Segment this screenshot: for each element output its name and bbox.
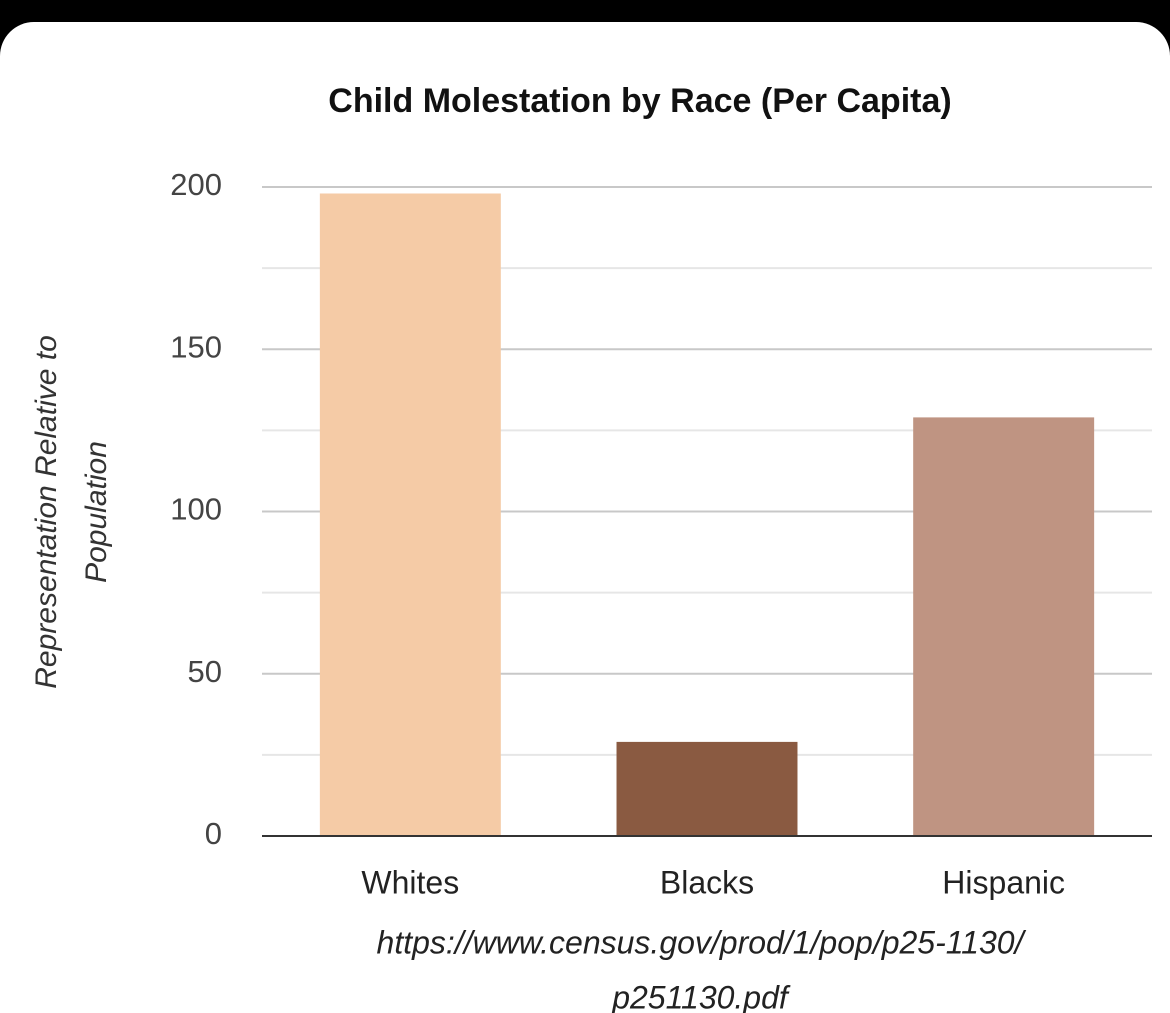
y-axis-title: Representation Relative to Population (30, 335, 113, 689)
x-tick-label: Whites (361, 864, 459, 900)
card (0, 22, 1170, 1013)
source-line: p251130.pdf (611, 979, 791, 1013)
y-tick-label: 200 (170, 167, 222, 202)
source-line: https://www.census.gov/prod/1/pop/p25-11… (377, 924, 1027, 960)
x-tick-label: Blacks (660, 864, 754, 900)
y-axis-title-line: Representation Relative to (30, 335, 63, 689)
y-tick-label: 100 (170, 492, 222, 527)
y-tick-label: 50 (188, 654, 222, 689)
chart-title: Child Molestation by Race (Per Capita) (328, 82, 951, 120)
y-tick-label: 0 (205, 816, 222, 851)
bar (319, 193, 501, 837)
x-tick-label: Hispanic (942, 864, 1065, 900)
bar (913, 417, 1095, 836)
y-axis-title-line: Population (80, 441, 113, 583)
bar (616, 741, 798, 836)
y-tick-label: 150 (170, 329, 222, 364)
